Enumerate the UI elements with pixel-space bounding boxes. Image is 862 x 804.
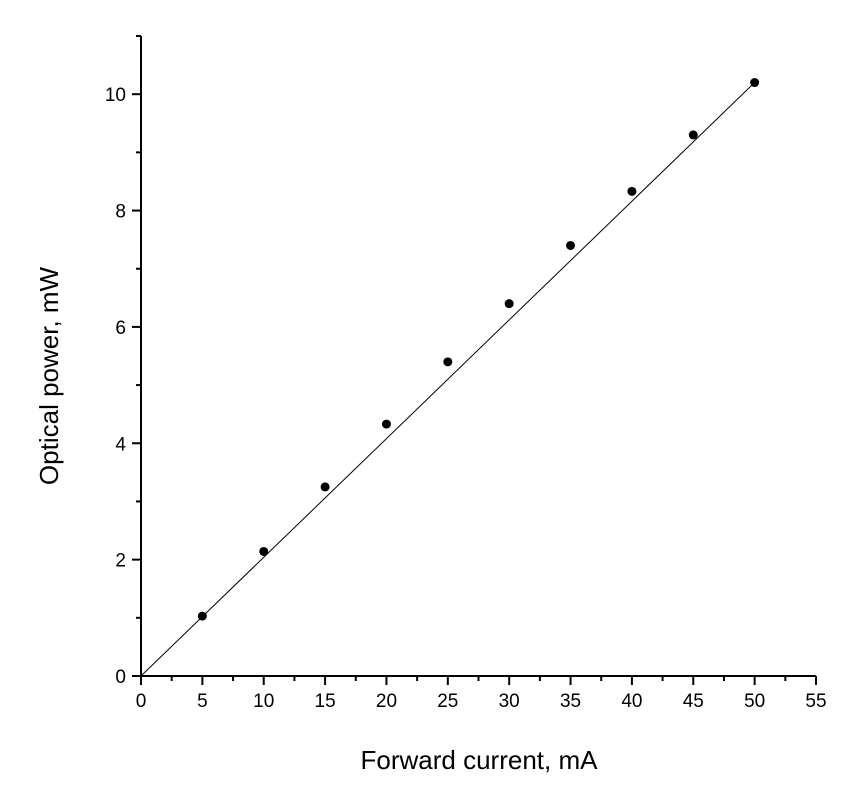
y-ticks-group: 0 2 4 6 8 10	[105, 35, 141, 688]
y-axis-label: Optical power, mW	[34, 266, 64, 485]
x-ticks-group: 0 5 10 15 20 25 30 35 40 45 50 55	[136, 676, 827, 712]
x-tick-label: 35	[560, 691, 581, 712]
x-tick-label: 0	[136, 691, 147, 712]
data-point	[750, 78, 760, 88]
data-point	[504, 299, 514, 309]
x-tick-label: 25	[437, 691, 458, 712]
x-tick-label: 45	[683, 691, 704, 712]
y-tick-label: 8	[115, 202, 126, 223]
x-tick-label: 15	[315, 691, 336, 712]
data-point	[443, 357, 453, 367]
x-tick-label: 30	[499, 691, 520, 712]
data-point	[259, 546, 269, 556]
y-tick-label: 6	[115, 318, 126, 339]
x-tick-label: 5	[197, 691, 208, 712]
y-tick-label: 0	[115, 667, 126, 688]
data-point	[381, 419, 391, 429]
data-point	[566, 240, 576, 250]
axes-group	[140, 36, 816, 677]
x-tick-label: 55	[805, 691, 826, 712]
data-point	[197, 611, 207, 621]
x-axis-label: Forward current, mA	[361, 745, 599, 775]
data-point	[688, 130, 698, 140]
x-tick-label: 20	[376, 691, 397, 712]
y-tick-label: 4	[115, 434, 126, 455]
fit-line-group	[140, 82, 755, 677]
y-tick-label: 10	[105, 85, 126, 106]
x-tick-label: 40	[621, 691, 642, 712]
data-points-group	[197, 78, 760, 621]
x-tick-label: 50	[744, 691, 765, 712]
data-point	[627, 186, 637, 196]
y-tick-label: 2	[115, 551, 126, 572]
data-point	[320, 482, 330, 492]
x-tick-label: 10	[253, 691, 274, 712]
fit-line	[140, 82, 755, 677]
